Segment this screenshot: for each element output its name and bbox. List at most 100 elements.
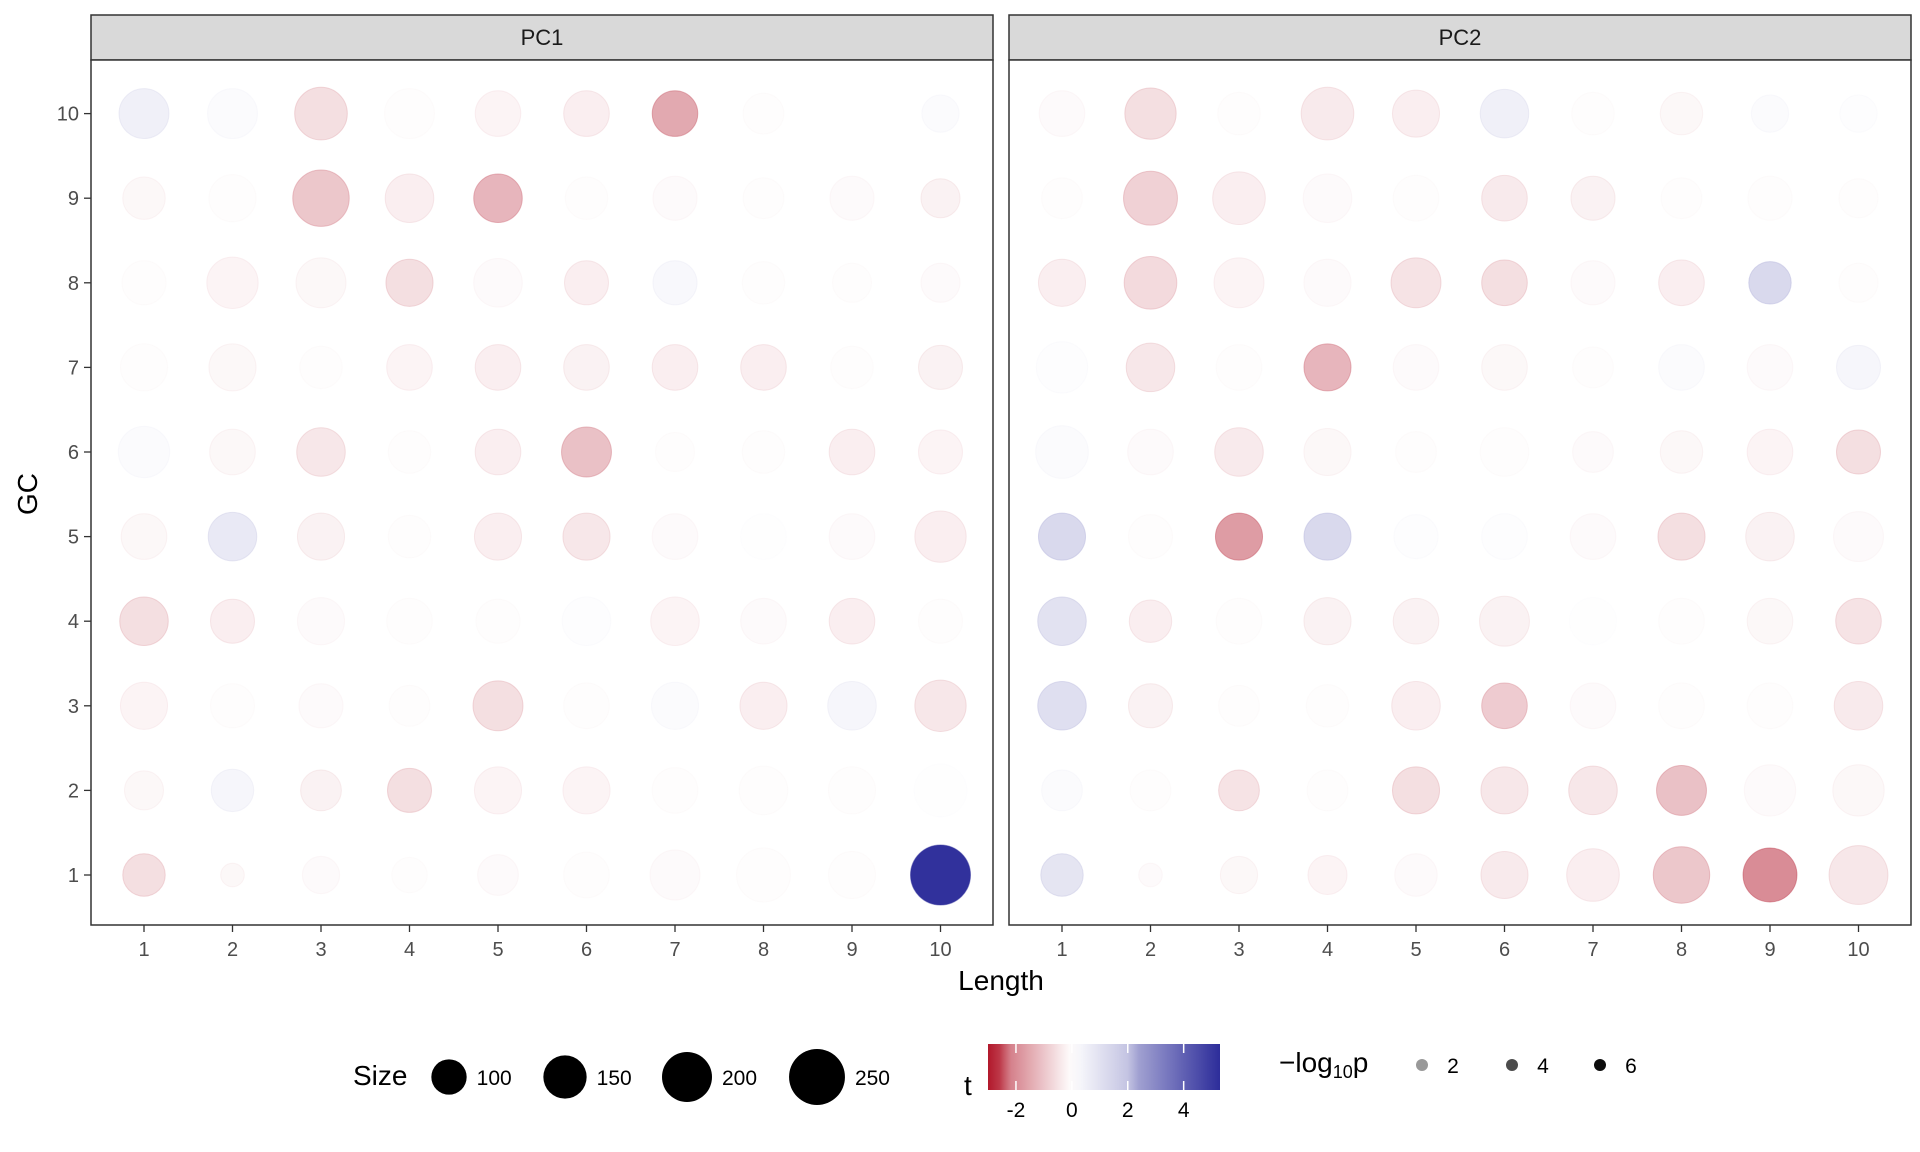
bubble <box>1041 769 1083 812</box>
bubble <box>1572 431 1614 473</box>
x-tick-label: 1 <box>1056 939 1067 961</box>
bubble <box>563 344 610 391</box>
bubble <box>741 261 786 305</box>
bubble <box>209 683 256 729</box>
bubble <box>914 510 967 563</box>
bubble <box>1217 91 1261 136</box>
bubble <box>1303 258 1352 307</box>
bubble <box>921 94 960 133</box>
bubble <box>562 512 611 561</box>
alpha-legend-label: 4 <box>1537 1055 1549 1078</box>
bubble <box>300 769 342 812</box>
bubble <box>827 850 877 900</box>
bubble <box>1570 175 1616 221</box>
bubble <box>1138 862 1163 888</box>
x-tick-label: 10 <box>1847 939 1869 961</box>
bubble <box>1480 850 1529 900</box>
size-legend-label: 150 <box>597 1067 632 1090</box>
size-legend-label: 250 <box>855 1067 890 1090</box>
bubble <box>652 175 698 221</box>
bubble <box>472 680 524 732</box>
bubble <box>1300 86 1355 141</box>
bubble <box>1566 848 1620 902</box>
y-axis-title: GC <box>12 473 43 515</box>
bubble <box>301 855 341 895</box>
bubble <box>1571 91 1615 136</box>
bubble <box>1659 430 1704 474</box>
bubble <box>1839 94 1878 133</box>
bubble <box>1391 766 1441 815</box>
y-tick-label: 4 <box>68 611 79 633</box>
bubble <box>1037 681 1087 731</box>
y-tick-label: 2 <box>68 780 79 802</box>
bubble <box>1129 769 1172 812</box>
bubble <box>1306 769 1349 812</box>
bubble <box>121 260 167 306</box>
bubble <box>649 849 701 901</box>
bubble <box>1743 764 1797 817</box>
bubble <box>118 88 170 140</box>
bubble <box>654 431 696 473</box>
bubble <box>1657 512 1706 561</box>
bubble <box>1746 428 1794 476</box>
bubble <box>1479 595 1530 647</box>
bubble <box>1569 682 1617 730</box>
x-tick-label: 6 <box>1499 939 1510 961</box>
bubble <box>1125 342 1176 393</box>
bubble <box>740 597 787 645</box>
alpha-legend-label: 6 <box>1625 1055 1637 1078</box>
bubble <box>473 512 523 561</box>
bubble <box>1746 682 1794 730</box>
bubble <box>1658 682 1705 730</box>
size-legend-key <box>662 1052 712 1102</box>
bubble <box>1838 262 1879 303</box>
color-bar-label: 0 <box>1066 1099 1078 1122</box>
bubble <box>1835 344 1882 390</box>
bubble <box>1038 90 1086 137</box>
y-tick-label: 6 <box>68 442 79 464</box>
bubble <box>117 425 171 479</box>
bubble <box>473 766 523 815</box>
panel-pc2: PC2 1 2 3 4 5 6 7 8 9 10 <box>1008 14 1912 961</box>
size-legend-title: Size <box>353 1060 407 1091</box>
bubble <box>119 343 169 392</box>
bubble <box>120 513 168 560</box>
bubble <box>914 679 967 732</box>
bubble <box>913 763 968 818</box>
bubble <box>920 178 961 219</box>
bubble <box>1480 766 1529 815</box>
bubble <box>829 175 875 221</box>
bubble <box>1218 684 1260 727</box>
bubble <box>562 766 611 815</box>
bubble <box>1215 344 1263 391</box>
bubble <box>1392 174 1440 222</box>
bubble <box>1832 764 1885 817</box>
x-tick-label: 4 <box>404 939 415 961</box>
bubble <box>828 597 876 645</box>
bubble <box>122 853 166 897</box>
bubble <box>651 90 699 137</box>
y-tick-label: 8 <box>68 273 79 295</box>
color-bar-label: 4 <box>1178 1099 1190 1122</box>
bubble <box>1303 427 1352 477</box>
bubble <box>208 343 257 392</box>
bubble <box>208 174 257 223</box>
bubble <box>1746 597 1794 645</box>
bubble <box>1658 597 1705 645</box>
legend: Size 100 150 200 250 t -2 0 2 4 −log10p 2 4 6 <box>353 1044 1637 1122</box>
color-legend-title: t <box>964 1070 972 1101</box>
bubble <box>1213 257 1265 309</box>
bubble <box>827 766 877 815</box>
bubble <box>1835 429 1882 475</box>
bubble <box>739 681 788 730</box>
bubble <box>1481 344 1528 391</box>
bubble <box>474 344 522 391</box>
bubble <box>561 426 612 478</box>
bubble <box>1302 173 1353 223</box>
bubble <box>1481 259 1528 307</box>
alpha-legend-title: −log10p <box>1279 1047 1368 1082</box>
bubble <box>1745 511 1795 562</box>
size-legend-key <box>543 1055 587 1099</box>
bubble <box>298 683 344 729</box>
